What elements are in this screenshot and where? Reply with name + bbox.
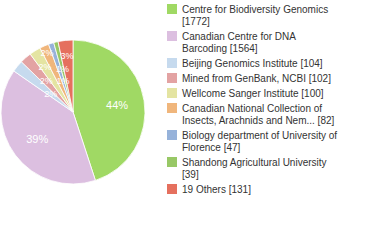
- legend-swatch: [167, 58, 177, 68]
- slice-label: 3%: [61, 51, 74, 61]
- slice-label: 2%: [41, 48, 54, 58]
- legend-swatch: [167, 130, 177, 140]
- legend-label: Canadian National Collection ofInsects, …: [182, 103, 335, 126]
- slices: [1, 40, 145, 184]
- slice-label: 2%: [39, 62, 52, 72]
- slice-label: 2%: [44, 89, 57, 99]
- legend-label: Biology department of University ofFlore…: [182, 130, 337, 153]
- slice-label: 1%: [56, 64, 69, 74]
- legend-label: Canadian Centre for DNABarcoding [1564]: [182, 31, 296, 54]
- slice-label: 1%: [56, 76, 69, 86]
- legend-label: Mined from GenBank, NCBI [102]: [182, 73, 331, 84]
- legend-label: Wellcome Sanger Institute [100]: [182, 88, 324, 99]
- pie-slice: [21, 54, 73, 112]
- pie-slice: [1, 71, 95, 184]
- legend-swatch: [167, 88, 177, 98]
- legend-label: Shandong Agricultural University[39]: [182, 157, 327, 180]
- slice-label: 44%: [106, 99, 128, 111]
- slice-label: 39%: [26, 133, 48, 145]
- legend-swatch: [167, 103, 177, 113]
- legend-label: 19 Others [131]: [182, 184, 251, 195]
- legend-swatch: [167, 73, 177, 83]
- chart: 44%39%2%2%2%2%1%1%3%Centre for Biodivers…: [0, 0, 380, 240]
- legend-swatch: [167, 157, 177, 167]
- slice-label: 2%: [40, 76, 53, 86]
- legend: Centre for Biodiversity Genomics[1772] Ca…: [167, 4, 337, 195]
- legend-swatch: [167, 184, 177, 194]
- legend-swatch: [167, 31, 177, 41]
- legend-label: Centre for Biodiversity Genomics[1772]: [182, 4, 328, 27]
- legend-label: Beijing Genomics Institute [104]: [182, 58, 323, 69]
- slice-labels: 44%39%2%2%2%2%1%1%3%: [26, 48, 128, 145]
- legend-swatch: [167, 4, 177, 14]
